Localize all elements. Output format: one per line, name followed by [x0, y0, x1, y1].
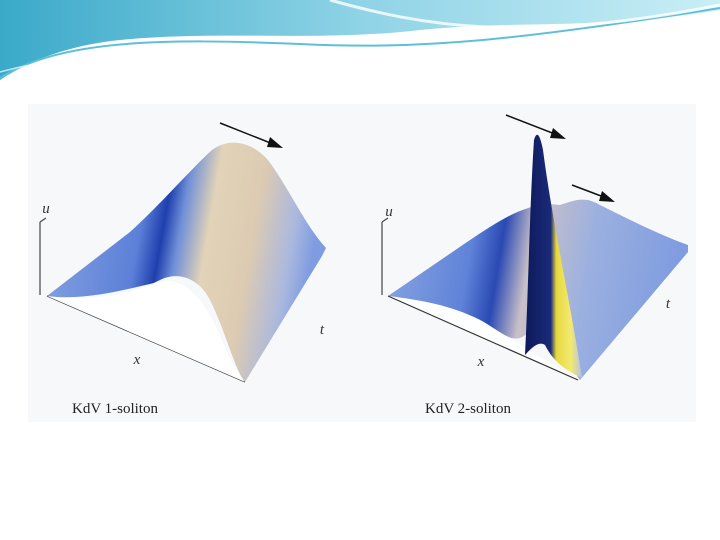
caption: KdV 2-soliton — [425, 401, 511, 417]
axis-label-u: u — [385, 204, 393, 220]
axis-label-x: x — [477, 354, 485, 370]
axis-label-t: t — [666, 296, 671, 312]
axis-label-x: x — [133, 352, 141, 368]
panel-1: u x t KdV 1-soliton — [39, 122, 326, 417]
axis-label-t: t — [320, 322, 325, 338]
header-decoration — [0, 0, 720, 80]
axis-label-u: u — [42, 201, 50, 217]
panel-2: u x t KdV 2-soliton — [381, 114, 688, 417]
caption: KdV 1-soliton — [72, 401, 158, 417]
